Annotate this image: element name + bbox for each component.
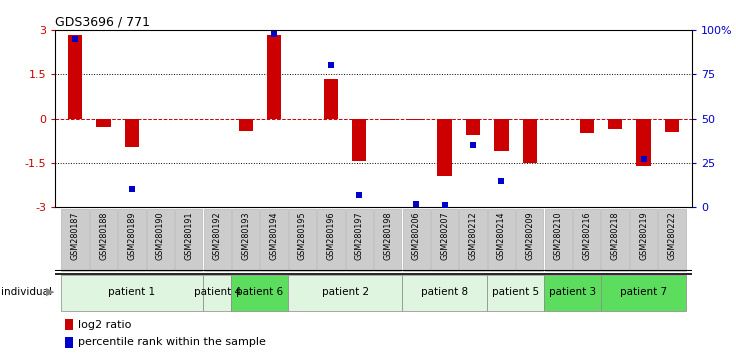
Text: log2 ratio: log2 ratio bbox=[78, 320, 131, 330]
Bar bbox=[289, 209, 316, 271]
Bar bbox=[353, 119, 367, 161]
Bar bbox=[125, 119, 139, 147]
Bar bbox=[61, 275, 203, 311]
Text: patient 4: patient 4 bbox=[194, 287, 241, 297]
Text: GSM280218: GSM280218 bbox=[611, 211, 620, 260]
Point bbox=[467, 142, 479, 148]
Bar bbox=[96, 119, 110, 127]
Bar bbox=[431, 209, 459, 271]
Bar bbox=[495, 119, 509, 151]
Point bbox=[439, 202, 450, 208]
Point bbox=[268, 31, 280, 36]
Text: GSM280189: GSM280189 bbox=[127, 211, 136, 260]
Bar bbox=[665, 119, 679, 132]
Bar bbox=[409, 119, 423, 120]
Bar bbox=[68, 34, 82, 119]
Text: GSM280222: GSM280222 bbox=[668, 211, 676, 260]
Point bbox=[410, 201, 422, 206]
Bar bbox=[65, 337, 74, 348]
Bar bbox=[545, 209, 572, 271]
Bar bbox=[466, 119, 480, 135]
Text: GSM280209: GSM280209 bbox=[526, 211, 534, 260]
Bar bbox=[601, 209, 629, 271]
Bar bbox=[601, 275, 686, 311]
Bar bbox=[544, 275, 601, 311]
Bar bbox=[65, 319, 74, 330]
Bar bbox=[402, 275, 487, 311]
Text: patient 8: patient 8 bbox=[421, 287, 468, 297]
Text: GSM280219: GSM280219 bbox=[639, 211, 648, 260]
Point bbox=[637, 156, 649, 162]
Bar bbox=[175, 209, 202, 271]
Text: GSM280195: GSM280195 bbox=[298, 211, 307, 260]
Bar bbox=[118, 209, 146, 271]
Text: GSM280194: GSM280194 bbox=[269, 211, 278, 260]
Bar bbox=[630, 209, 657, 271]
Point bbox=[325, 63, 337, 68]
Bar bbox=[203, 275, 231, 311]
Text: GSM280207: GSM280207 bbox=[440, 211, 449, 260]
Bar bbox=[231, 275, 289, 311]
Text: patient 6: patient 6 bbox=[236, 287, 283, 297]
Bar bbox=[516, 209, 543, 271]
Text: GSM280212: GSM280212 bbox=[469, 211, 478, 260]
Bar bbox=[317, 209, 344, 271]
Text: GSM280191: GSM280191 bbox=[184, 211, 194, 260]
Text: GSM280196: GSM280196 bbox=[326, 211, 336, 260]
Bar bbox=[381, 119, 394, 120]
Bar bbox=[608, 119, 622, 129]
Bar bbox=[374, 209, 401, 271]
Text: patient 1: patient 1 bbox=[108, 287, 155, 297]
Point bbox=[126, 187, 138, 192]
Bar bbox=[637, 119, 651, 166]
Text: GSM280197: GSM280197 bbox=[355, 211, 364, 260]
Text: GSM280187: GSM280187 bbox=[71, 211, 79, 260]
Bar bbox=[232, 209, 259, 271]
Bar bbox=[403, 209, 430, 271]
Point bbox=[69, 36, 81, 42]
Text: GSM280193: GSM280193 bbox=[241, 211, 250, 260]
Bar bbox=[204, 209, 231, 271]
Text: GSM280216: GSM280216 bbox=[582, 211, 591, 260]
Text: GSM280190: GSM280190 bbox=[156, 211, 165, 260]
Bar bbox=[487, 275, 544, 311]
Bar bbox=[346, 209, 373, 271]
Bar bbox=[573, 209, 601, 271]
Bar bbox=[61, 209, 89, 271]
Text: GSM280198: GSM280198 bbox=[383, 211, 392, 260]
Bar bbox=[437, 119, 452, 176]
Text: GDS3696 / 771: GDS3696 / 771 bbox=[55, 16, 150, 29]
Bar bbox=[238, 119, 252, 131]
Point bbox=[495, 178, 507, 183]
Bar bbox=[261, 209, 288, 271]
Text: GSM280188: GSM280188 bbox=[99, 211, 108, 260]
Text: GSM280206: GSM280206 bbox=[411, 211, 421, 260]
Bar bbox=[324, 79, 338, 119]
Text: percentile rank within the sample: percentile rank within the sample bbox=[78, 337, 266, 347]
Text: GSM280192: GSM280192 bbox=[213, 211, 222, 260]
Text: patient 3: patient 3 bbox=[549, 287, 596, 297]
Bar bbox=[579, 119, 594, 133]
Bar bbox=[146, 209, 174, 271]
Text: patient 7: patient 7 bbox=[620, 287, 667, 297]
Bar bbox=[658, 209, 686, 271]
Bar bbox=[523, 119, 537, 163]
Bar bbox=[90, 209, 117, 271]
Text: patient 5: patient 5 bbox=[492, 287, 539, 297]
Text: GSM280210: GSM280210 bbox=[553, 211, 563, 260]
Text: patient 2: patient 2 bbox=[322, 287, 369, 297]
Bar bbox=[459, 209, 486, 271]
Bar bbox=[289, 275, 402, 311]
Text: ▶: ▶ bbox=[46, 287, 54, 297]
Point bbox=[353, 192, 365, 198]
Bar bbox=[488, 209, 515, 271]
Text: individual: individual bbox=[1, 287, 52, 297]
Text: GSM280214: GSM280214 bbox=[497, 211, 506, 260]
Bar bbox=[267, 35, 281, 119]
